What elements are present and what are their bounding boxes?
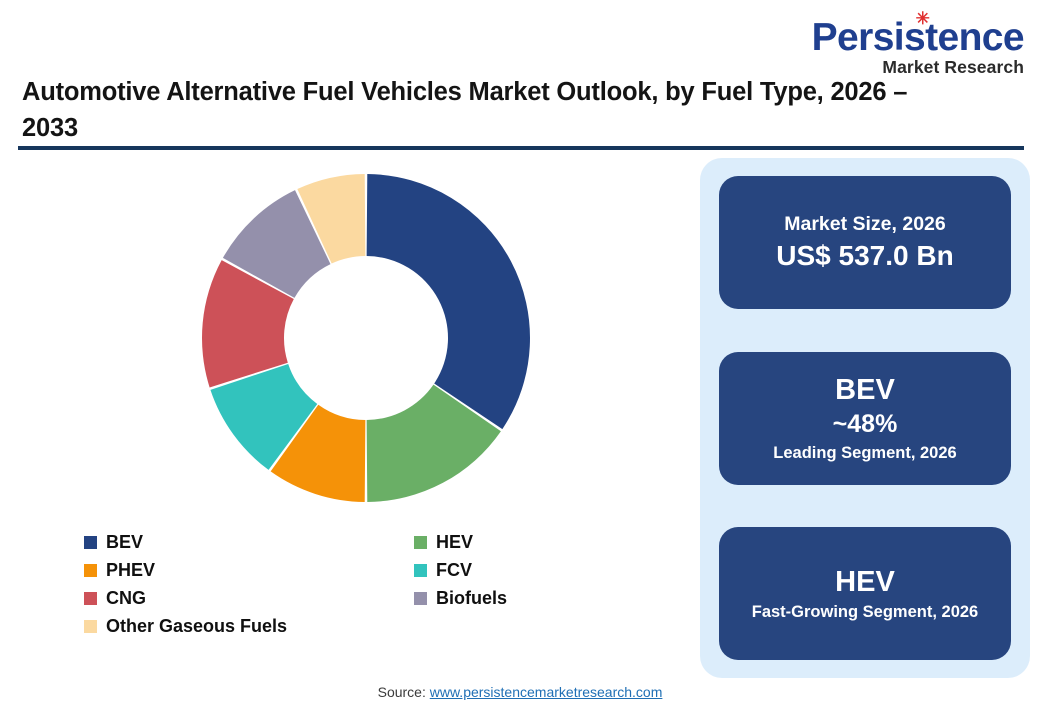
- source-link[interactable]: www.persistencemarketresearch.com: [429, 684, 663, 700]
- legend-item-other-gaseous-fuels[interactable]: Other Gaseous Fuels: [84, 612, 414, 640]
- kpi-fast-growing-subtitle: Fast-Growing Segment, 2026: [751, 602, 979, 621]
- legend-item-fcv[interactable]: FCV: [414, 556, 644, 584]
- legend-label: CNG: [106, 587, 146, 608]
- legend-swatch-icon: [84, 535, 97, 549]
- legend-label: Biofuels: [436, 587, 508, 608]
- legend-label: FCV: [436, 559, 472, 580]
- donut-slice-other-gaseous-fuels: [297, 174, 366, 264]
- legend-item-hev[interactable]: HEV: [414, 528, 644, 556]
- kpi-market-size-value: US$ 537.0 Bn: [776, 240, 954, 271]
- kpi-panel: Market Size, 2026 US$ 537.0 Bn BEV ~48% …: [700, 158, 1030, 678]
- donut-slice-group: [201, 174, 530, 502]
- donut-chart: [18, 155, 678, 535]
- brand-logo: Persistence ✳ Market Research: [784, 10, 1025, 77]
- source-prefix: Source:: [377, 684, 430, 700]
- brand-name: Persistence ✳: [811, 10, 1025, 59]
- chart-legend: BEV HEV PHEV FCV CNG Biofuels Other Gaseous Fu…: [84, 528, 644, 640]
- legend-label: Other Gaseous Fuels: [106, 615, 288, 636]
- legend-item-cng[interactable]: CNG: [84, 584, 414, 612]
- legend-label: BEV: [106, 531, 144, 552]
- donut-slice-biofuels: [222, 190, 331, 298]
- brand-name-text: Persistence: [811, 16, 1025, 59]
- donut-slice-cng: [201, 260, 294, 388]
- asterisk-icon: ✳: [915, 9, 930, 28]
- kpi-market-size-caption: Market Size, 2026: [784, 213, 946, 235]
- donut-slice-hev: [366, 384, 501, 502]
- legend-label: PHEV: [106, 559, 156, 580]
- page-title: Automotive Alternative Fuel Vehicles Mar…: [22, 78, 908, 142]
- legend-item-bev[interactable]: BEV: [84, 528, 414, 556]
- legend-swatch-icon: [414, 535, 427, 549]
- legend-swatch-icon: [84, 591, 97, 605]
- legend-swatch-icon: [84, 619, 97, 633]
- kpi-leading-segment-subtitle: Leading Segment, 2026: [773, 443, 957, 462]
- kpi-leading-segment-percent: ~48%: [832, 409, 898, 438]
- kpi-card-leading-segment: BEV ~48% Leading Segment, 2026: [719, 351, 1011, 485]
- kpi-leading-segment-title: BEV: [835, 373, 895, 406]
- legend-item-phev[interactable]: PHEV: [84, 556, 414, 584]
- legend-swatch-icon: [414, 591, 427, 605]
- legend-item-biofuels[interactable]: Biofuels: [414, 584, 644, 612]
- donut-slice-phev: [270, 404, 366, 502]
- donut-chart-svg: [201, 174, 530, 502]
- kpi-fast-growing-title: HEV: [835, 565, 895, 598]
- title-divider: [18, 146, 1024, 150]
- legend-swatch-icon: [414, 563, 427, 577]
- kpi-card-market-size: Market Size, 2026 US$ 537.0 Bn: [719, 176, 1011, 309]
- legend-swatch-icon: [84, 563, 97, 577]
- donut-slice-bev: [366, 174, 530, 430]
- kpi-card-fast-growing-segment: HEV Fast-Growing Segment, 2026: [719, 527, 1011, 660]
- legend-label: HEV: [436, 531, 474, 552]
- source-line: Source: www.persistencemarketresearch.co…: [0, 684, 1040, 700]
- brand-tagline: Market Research: [882, 57, 1024, 77]
- donut-slice-fcv: [210, 363, 318, 470]
